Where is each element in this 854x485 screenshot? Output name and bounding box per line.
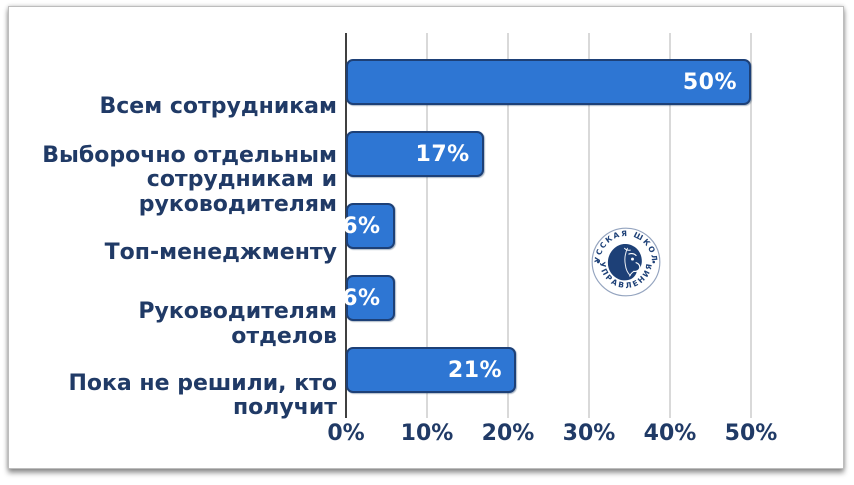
category-label: Пока не решили, кто получит xyxy=(68,370,337,421)
x-tick-label: 0% xyxy=(327,421,365,446)
gridline xyxy=(669,33,671,418)
chart-card: Всем сотрудникам Выборочно отдельным сот… xyxy=(8,6,844,469)
bar-value-label: 6% xyxy=(342,285,381,311)
gridline xyxy=(588,33,590,418)
logo-ring-dot-left xyxy=(596,260,600,264)
russian-school-of-management-logo: РУССКАЯ ШКОЛА УПРАВЛЕНИЯ xyxy=(590,226,661,297)
x-axis-ticks: 0% 10% 20% 30% 40% 50% xyxy=(327,421,777,451)
bar: 6% xyxy=(342,203,395,249)
bar: 50% xyxy=(346,59,751,105)
bar-value-label: 17% xyxy=(415,141,470,167)
gridline xyxy=(750,33,752,418)
bar-row: 6% xyxy=(342,262,751,334)
bar-row: 21% xyxy=(346,334,751,406)
category-label-cell: Всем сотрудникам xyxy=(25,72,337,144)
bar-rows: 50% 17% 6% 6% 21% xyxy=(342,46,751,406)
category-label: Руководителям отделов xyxy=(138,299,337,349)
category-label-cell: Топ-менеджменту xyxy=(25,217,337,289)
x-tick-label: 50% xyxy=(724,421,778,446)
x-tick-label: 10% xyxy=(400,421,454,446)
bar: 17% xyxy=(346,131,484,177)
plot-area: 50% 17% 6% 6% 21% xyxy=(342,33,752,418)
category-label: Всем сотрудникам xyxy=(99,94,337,120)
x-tick-label: 40% xyxy=(643,421,697,446)
category-label: Выборочно отдельным сотрудникам и руково… xyxy=(42,142,337,217)
bar: 6% xyxy=(342,275,395,321)
bar-row: 17% xyxy=(346,118,751,190)
category-label: Топ-менеджменту xyxy=(104,239,337,265)
category-label-cell: Выборочно отдельным сотрудникам и руково… xyxy=(25,142,337,218)
bar-row: 50% xyxy=(346,46,751,118)
gridline xyxy=(426,33,428,418)
x-tick-label: 30% xyxy=(562,421,616,446)
bar-value-label: 21% xyxy=(447,357,503,383)
lion-head-icon xyxy=(607,243,642,281)
category-label-cell: Пока не решили, кто получит xyxy=(25,360,337,432)
bar-value-label: 6% xyxy=(342,213,381,239)
category-label-cell: Руководителям отделов xyxy=(25,289,337,361)
bar-value-label: 50% xyxy=(682,69,737,95)
gridline xyxy=(507,33,509,418)
logo-outer-ring xyxy=(591,227,661,297)
logo-ring-dot-right xyxy=(652,260,656,264)
x-tick-label: 20% xyxy=(481,421,535,446)
category-labels-column: Всем сотрудникам Выборочно отдельным сот… xyxy=(25,72,337,432)
bar-row: 6% xyxy=(342,190,751,262)
bar: 21% xyxy=(346,347,517,393)
